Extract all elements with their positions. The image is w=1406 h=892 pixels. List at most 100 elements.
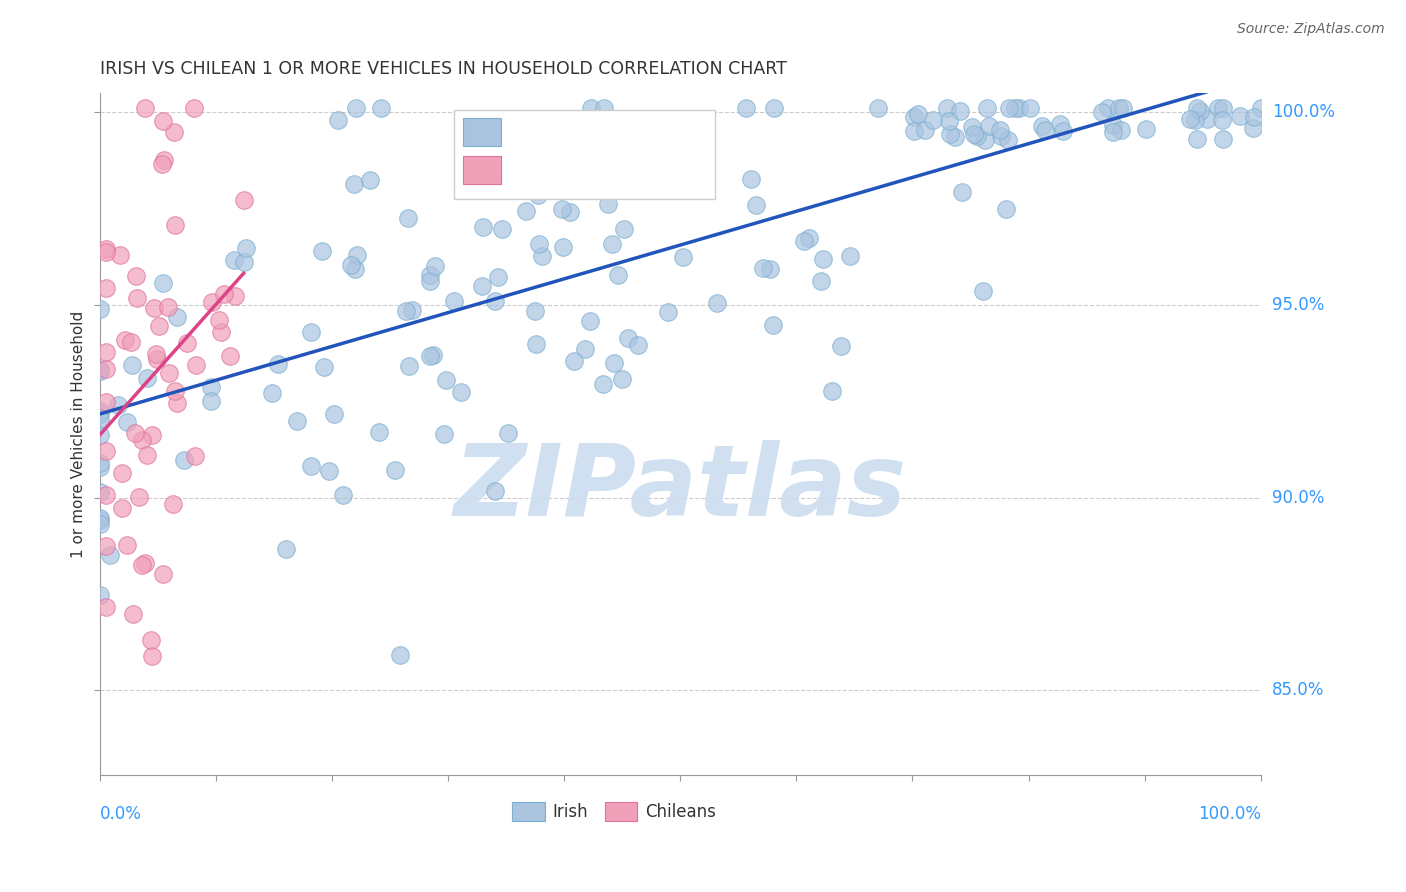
Point [1135, 121, 1157, 136]
Point [1195, 112, 1218, 127]
Point [176, 335, 198, 350]
Point [332, 488, 354, 502]
Point [1052, 124, 1074, 138]
Point [626, 338, 648, 352]
Point [797, 231, 820, 245]
Point [1008, 102, 1031, 116]
Point [401, 302, 423, 317]
Point [141, 648, 163, 663]
FancyBboxPatch shape [454, 110, 716, 199]
Point [990, 122, 1012, 136]
Point [443, 294, 465, 309]
Point [471, 279, 494, 293]
Point [346, 248, 368, 262]
Point [370, 102, 392, 116]
Point [972, 284, 994, 298]
Point [115, 415, 138, 429]
Point [1018, 102, 1040, 116]
Point [419, 349, 441, 363]
Point [1212, 102, 1234, 116]
Point [384, 463, 406, 477]
Text: 100.0%: 100.0% [1198, 805, 1261, 823]
Text: R = 0.364: R = 0.364 [510, 160, 607, 178]
Point [89, 363, 111, 377]
Point [1049, 117, 1071, 131]
Point [600, 236, 623, 251]
Point [94, 281, 117, 295]
Point [212, 286, 235, 301]
Point [1185, 131, 1208, 145]
Point [434, 374, 457, 388]
Point [232, 255, 254, 269]
Point [531, 249, 554, 263]
Point [318, 464, 340, 478]
Point [662, 179, 685, 194]
Point [914, 123, 936, 137]
Point [838, 249, 860, 263]
Point [89, 411, 111, 425]
Point [759, 262, 782, 277]
Point [517, 183, 540, 197]
Point [343, 262, 366, 277]
Point [89, 460, 111, 475]
Text: IRISH VS CHILEAN 1 OR MORE VEHICLES IN HOUSEHOLD CORRELATION CHART: IRISH VS CHILEAN 1 OR MORE VEHICLES IN H… [100, 60, 787, 78]
Point [122, 607, 145, 621]
Point [183, 102, 205, 116]
Text: Irish: Irish [553, 803, 588, 821]
Point [1102, 125, 1125, 139]
Y-axis label: 1 or more Vehicles in Household: 1 or more Vehicles in Household [72, 310, 86, 558]
Point [1035, 123, 1057, 137]
Point [120, 334, 142, 349]
Point [139, 632, 162, 647]
Point [344, 102, 367, 116]
Point [111, 467, 134, 481]
Point [607, 268, 630, 282]
Point [419, 268, 441, 282]
Point [613, 222, 636, 236]
Point [810, 274, 832, 288]
Point [1241, 120, 1264, 135]
FancyBboxPatch shape [512, 802, 544, 822]
Point [950, 185, 973, 199]
Point [976, 102, 998, 116]
Point [1212, 132, 1234, 146]
Point [222, 252, 245, 267]
Point [922, 112, 945, 127]
Point [89, 484, 111, 499]
Point [201, 294, 224, 309]
Point [990, 128, 1012, 143]
Point [367, 425, 389, 440]
Point [1108, 102, 1130, 116]
Point [471, 220, 494, 235]
Point [94, 394, 117, 409]
Point [114, 334, 136, 348]
Point [579, 102, 602, 116]
Point [527, 236, 550, 251]
FancyBboxPatch shape [464, 156, 501, 184]
Point [395, 304, 418, 318]
Point [135, 370, 157, 384]
Point [603, 356, 626, 370]
Point [974, 132, 997, 146]
Text: N = 169: N = 169 [623, 121, 703, 139]
Point [276, 542, 298, 557]
Point [1097, 102, 1119, 116]
Point [110, 248, 132, 262]
Point [150, 157, 173, 171]
Text: 95.0%: 95.0% [1272, 296, 1324, 314]
Point [152, 566, 174, 581]
Point [152, 276, 174, 290]
Point [486, 269, 509, 284]
Point [943, 129, 966, 144]
Point [299, 325, 322, 339]
Point [593, 102, 616, 116]
Point [433, 426, 456, 441]
Text: 100.0%: 100.0% [1272, 103, 1334, 121]
Point [121, 358, 143, 372]
Point [1112, 102, 1135, 116]
Point [166, 310, 188, 324]
Text: 85.0%: 85.0% [1272, 681, 1324, 699]
Point [1178, 112, 1201, 126]
Point [311, 244, 333, 259]
Point [1091, 104, 1114, 119]
